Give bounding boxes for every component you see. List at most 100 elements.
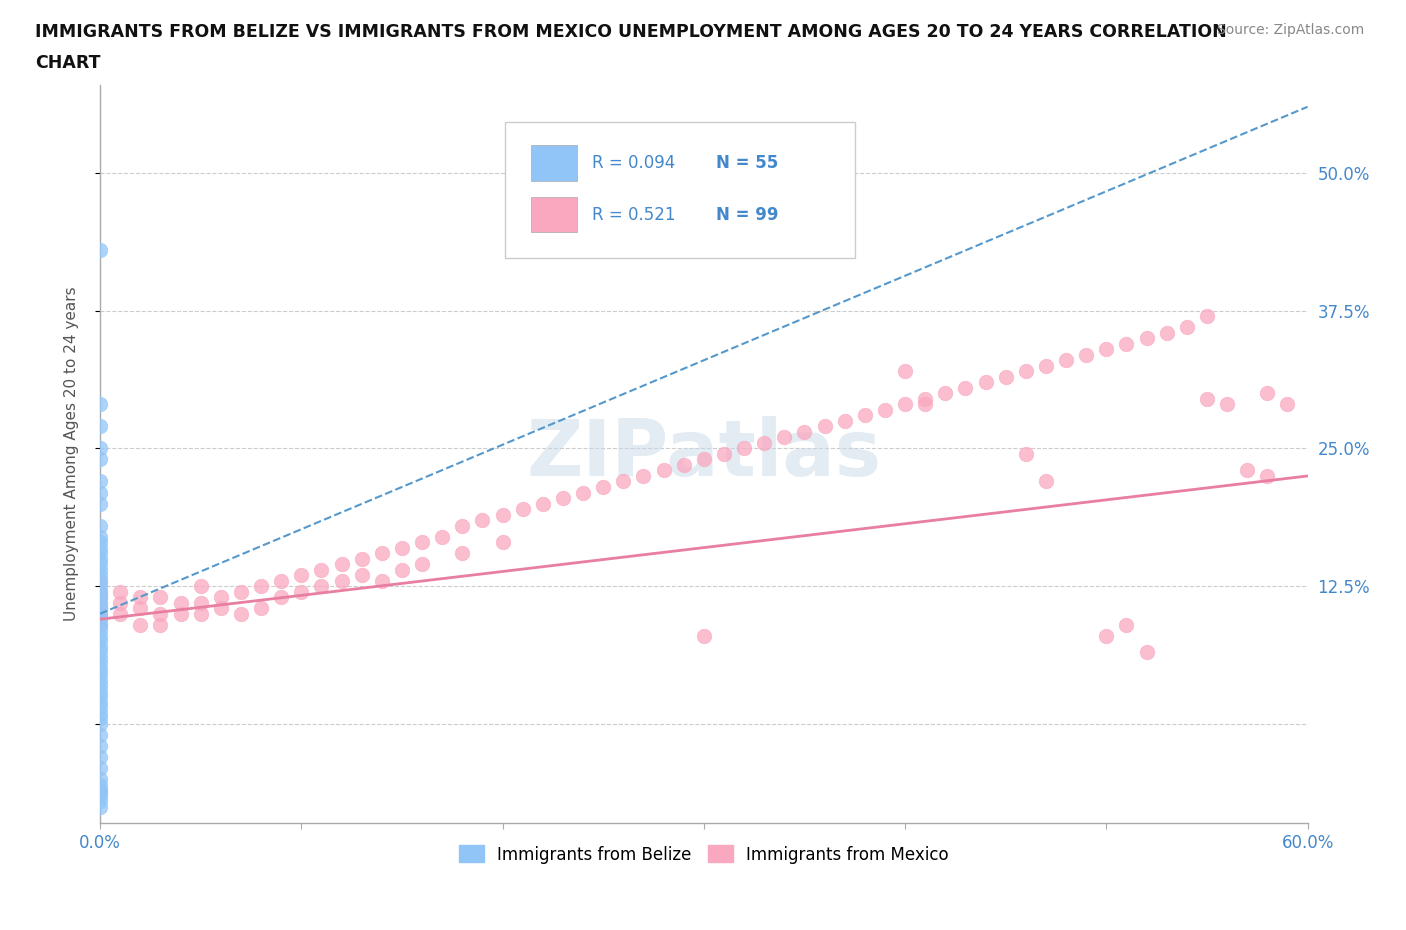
- FancyBboxPatch shape: [531, 145, 576, 180]
- Point: [89, 496, 111, 511]
- Point: [89, 573, 111, 588]
- Point: [89, 761, 111, 776]
- Point: [229, 584, 252, 599]
- Point: [813, 418, 835, 433]
- Point: [834, 414, 856, 429]
- Point: [371, 546, 394, 561]
- Point: [89, 578, 111, 593]
- Point: [169, 595, 191, 610]
- Point: [330, 573, 353, 588]
- Point: [311, 578, 333, 593]
- Point: [89, 563, 111, 578]
- Point: [89, 678, 111, 693]
- Point: [89, 584, 111, 599]
- Point: [411, 557, 433, 572]
- Point: [89, 634, 111, 649]
- Point: [1054, 352, 1077, 367]
- Point: [89, 644, 111, 659]
- Point: [1195, 309, 1218, 324]
- Point: [108, 595, 131, 610]
- Point: [633, 469, 655, 484]
- Point: [89, 684, 111, 698]
- Point: [89, 595, 111, 610]
- Point: [89, 557, 111, 572]
- Text: ZIPatlas: ZIPatlas: [526, 416, 882, 492]
- Point: [89, 656, 111, 671]
- Point: [89, 629, 111, 644]
- Legend: Immigrants from Belize, Immigrants from Mexico: Immigrants from Belize, Immigrants from …: [451, 839, 956, 870]
- Point: [1277, 397, 1299, 412]
- Point: [471, 512, 494, 527]
- Point: [733, 441, 755, 456]
- Point: [391, 540, 413, 555]
- Point: [693, 452, 716, 467]
- Point: [89, 601, 111, 616]
- Point: [1115, 337, 1137, 352]
- Point: [89, 711, 111, 726]
- Point: [572, 485, 595, 500]
- Point: [250, 601, 273, 616]
- Point: [270, 573, 292, 588]
- Point: [672, 458, 695, 472]
- Point: [1095, 629, 1118, 644]
- Point: [894, 397, 917, 412]
- Point: [955, 380, 977, 395]
- Point: [190, 595, 212, 610]
- Point: [129, 590, 152, 604]
- Point: [89, 606, 111, 621]
- Point: [89, 689, 111, 704]
- Point: [89, 777, 111, 792]
- Point: [853, 408, 876, 423]
- Point: [89, 535, 111, 550]
- Point: [89, 783, 111, 798]
- Point: [169, 606, 191, 621]
- Point: [89, 540, 111, 555]
- Point: [89, 772, 111, 787]
- Point: [89, 546, 111, 561]
- Point: [914, 397, 936, 412]
- Point: [1076, 347, 1098, 362]
- Point: [149, 606, 172, 621]
- Point: [451, 546, 474, 561]
- Point: [89, 418, 111, 433]
- Point: [89, 788, 111, 803]
- Point: [89, 785, 111, 800]
- Point: [89, 623, 111, 638]
- Point: [89, 441, 111, 456]
- Point: [1135, 331, 1157, 346]
- Point: [430, 529, 453, 544]
- Text: N = 55: N = 55: [716, 154, 778, 172]
- Point: [1095, 342, 1118, 357]
- Point: [754, 435, 776, 450]
- Point: [89, 601, 111, 616]
- Point: [89, 738, 111, 753]
- Text: N = 99: N = 99: [716, 206, 779, 224]
- Point: [934, 386, 956, 401]
- Point: [89, 618, 111, 632]
- Point: [693, 629, 716, 644]
- Point: [89, 799, 111, 814]
- Point: [89, 667, 111, 682]
- Point: [149, 590, 172, 604]
- Point: [108, 584, 131, 599]
- Text: CHART: CHART: [35, 54, 101, 72]
- Point: [89, 590, 111, 604]
- Point: [89, 716, 111, 731]
- Point: [1035, 474, 1057, 489]
- Point: [89, 618, 111, 632]
- Point: [350, 567, 373, 582]
- Point: [1236, 463, 1258, 478]
- Point: [89, 606, 111, 621]
- Point: [994, 369, 1017, 384]
- Point: [89, 567, 111, 582]
- Point: [270, 590, 292, 604]
- Text: IMMIGRANTS FROM BELIZE VS IMMIGRANTS FROM MEXICO UNEMPLOYMENT AMONG AGES 20 TO 2: IMMIGRANTS FROM BELIZE VS IMMIGRANTS FRO…: [35, 23, 1227, 41]
- Point: [773, 430, 796, 445]
- Point: [108, 606, 131, 621]
- Point: [1216, 397, 1239, 412]
- Point: [89, 452, 111, 467]
- Point: [89, 573, 111, 588]
- Point: [512, 501, 534, 516]
- Point: [1035, 358, 1057, 373]
- Point: [592, 480, 614, 495]
